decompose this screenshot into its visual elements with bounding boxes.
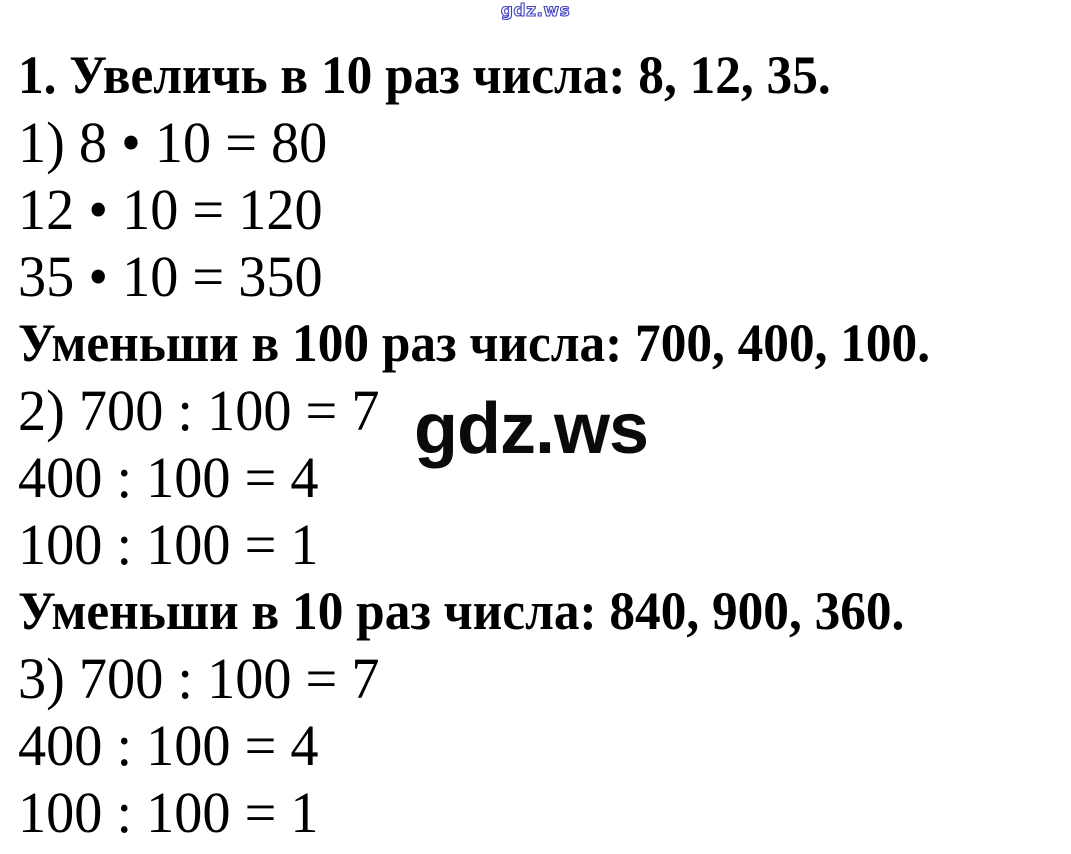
equation-line: 12 • 10 = 120 [18, 177, 323, 242]
answers-content: 1. Увеличь в 10 раз числа: 8, 12, 35. 1)… [18, 42, 1071, 846]
problem-section-1: 1. Увеличь в 10 раз числа: 8, 12, 35. 1)… [18, 42, 1071, 310]
equation-line: 35 • 10 = 350 [18, 244, 323, 309]
problem-heading-1: 1. Увеличь в 10 раз числа: 8, 12, 35. [18, 45, 831, 105]
site-watermark-top: gdz.ws [500, 0, 571, 21]
equation-line: 3) 700 : 100 = 7 [18, 646, 380, 711]
equation-line: 100 : 100 = 1 [18, 780, 319, 845]
problem-heading-3: Уменьши в 10 раз числа: 840, 900, 360. [18, 581, 905, 641]
equation-line: 400 : 100 = 4 [18, 445, 319, 510]
equation-line: 400 : 100 = 4 [18, 713, 319, 778]
site-watermark-center: gdz.ws [414, 389, 649, 469]
equation-line: 2) 700 : 100 = 7 [18, 378, 380, 443]
problem-section-2: Уменьши в 100 раз числа: 700, 400, 100. … [18, 310, 1071, 578]
equation-line: 1) 8 • 10 = 80 [18, 110, 328, 175]
equation-line: 100 : 100 = 1 [18, 512, 319, 577]
problem-section-3: Уменьши в 10 раз числа: 840, 900, 360. 3… [18, 578, 1071, 846]
problem-heading-2: Уменьши в 100 раз числа: 700, 400, 100. [18, 313, 931, 373]
